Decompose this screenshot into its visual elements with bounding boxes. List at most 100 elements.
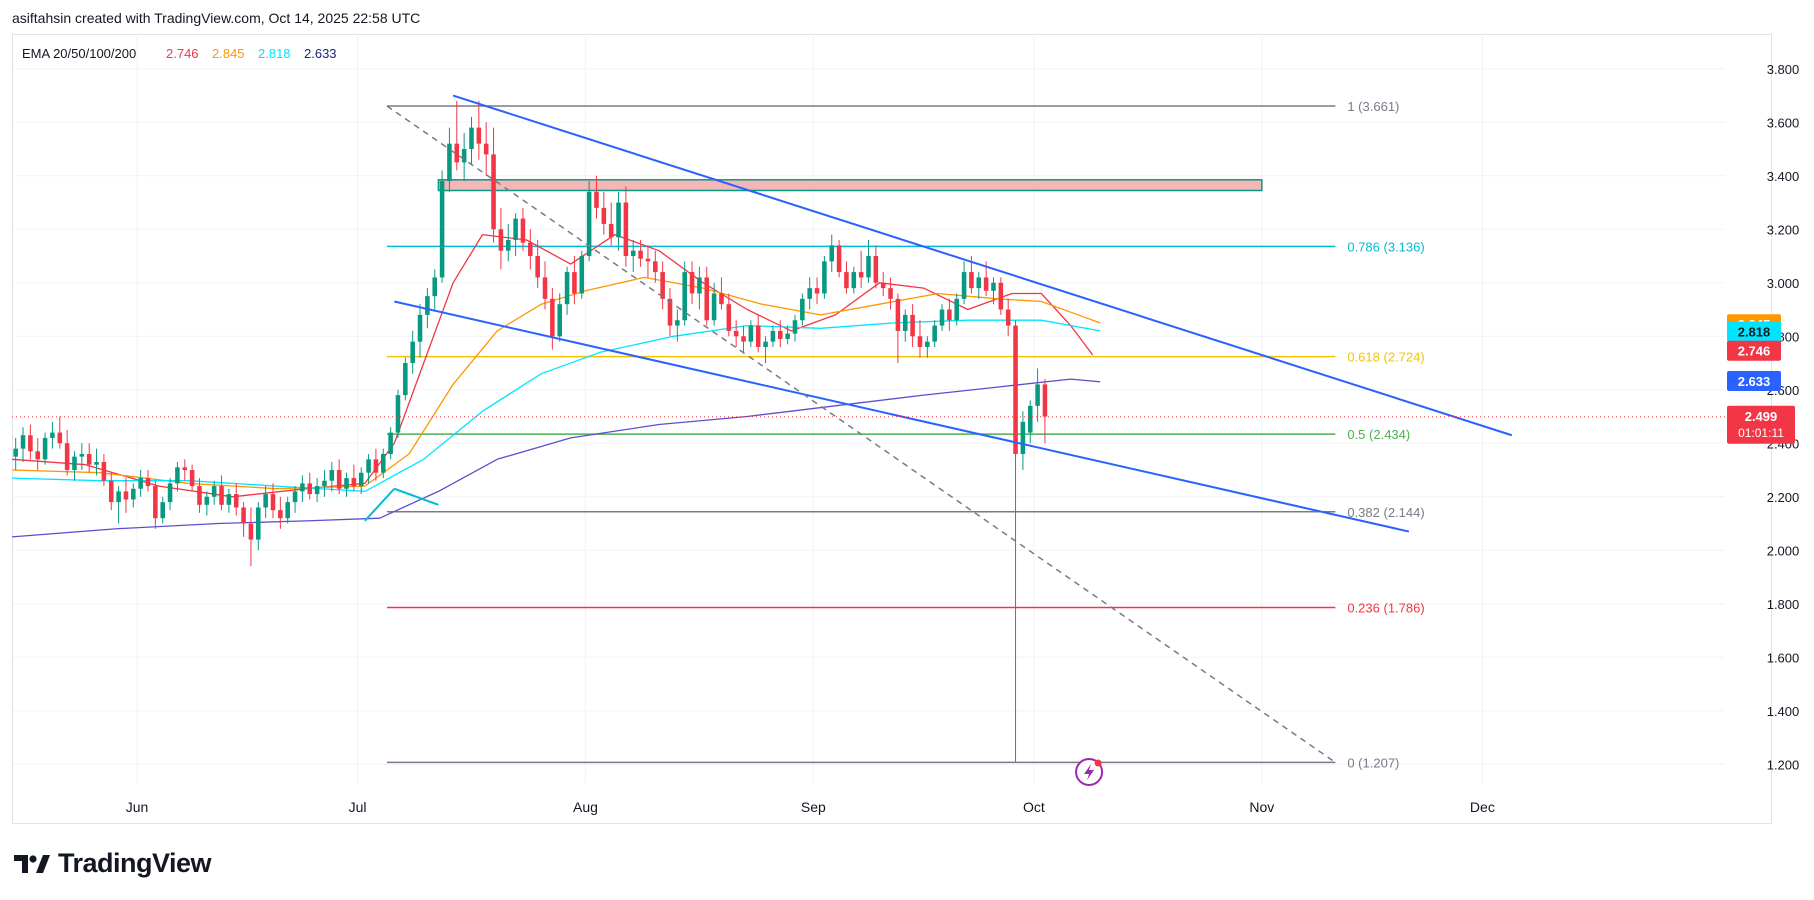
candle-body — [1013, 325, 1018, 454]
candle-body — [947, 309, 952, 321]
x-tick-label: Jul — [349, 799, 367, 815]
candle-body — [895, 298, 901, 331]
candle-body — [682, 272, 687, 321]
y-tick-label: 3.600 — [1767, 115, 1800, 130]
candle-body — [505, 239, 511, 251]
candle-body — [520, 218, 526, 243]
countdown-label: 01:01:11 — [1738, 426, 1784, 440]
grid — [12, 34, 1725, 783]
tradingview-wordmark: TradingView — [58, 848, 212, 878]
candle-body — [101, 462, 107, 481]
candle-body — [564, 272, 570, 305]
candle-body — [667, 298, 673, 326]
price-badge — [1727, 370, 1781, 391]
candle-body — [902, 314, 908, 331]
candle-body — [491, 154, 496, 230]
candle-body — [550, 298, 555, 337]
candle-body — [175, 467, 180, 484]
last-price-label: 2.499 — [1745, 409, 1778, 424]
price-badge-label: 2.818 — [1738, 324, 1771, 339]
candle-body — [153, 486, 158, 519]
trendlines — [12, 94, 1725, 764]
trendline-pivot-b — [393, 487, 439, 506]
candle-body — [20, 435, 26, 449]
tradingview-logo-icon — [14, 854, 50, 873]
candle-body — [645, 258, 651, 262]
candle-body — [285, 502, 290, 519]
ema20-line — [11, 233, 1094, 498]
candle-body — [991, 282, 996, 291]
candle-body — [704, 277, 710, 321]
candle-body — [792, 320, 798, 334]
price-badge-label: 2.633 — [1738, 374, 1771, 389]
candle-body — [594, 191, 599, 208]
resistance-zone-rect — [437, 179, 1263, 192]
candle-body — [689, 272, 695, 294]
candle-body — [167, 483, 173, 503]
candle-body — [969, 272, 974, 289]
candle-body — [770, 330, 776, 342]
candle-body — [1042, 384, 1048, 417]
price-badge-label: 2.746 — [1738, 344, 1771, 359]
candle-body — [925, 341, 930, 347]
x-tick-label: Dec — [1470, 799, 1495, 815]
y-tick-label: 1.200 — [1767, 757, 1800, 772]
candle-body — [653, 261, 658, 273]
candle-body — [719, 293, 724, 305]
candle-body — [79, 453, 85, 457]
candle-body — [300, 483, 305, 492]
candle-body — [858, 272, 864, 278]
notification-dot-icon — [1094, 759, 1102, 767]
fib-level-label: 0 (1.207) — [1347, 755, 1399, 770]
candle-body — [13, 448, 18, 457]
candle-body — [336, 470, 342, 489]
candle-body — [601, 207, 607, 224]
candle-body — [711, 293, 717, 321]
trendline-pivot-a — [364, 488, 396, 522]
candle-body — [542, 277, 548, 299]
ema-legend-value: 2.845 — [212, 46, 245, 61]
candle-body — [910, 314, 915, 337]
candle-body — [395, 395, 401, 433]
candle-body — [197, 486, 202, 505]
candle-body — [189, 470, 195, 487]
y-tick-label: 1.800 — [1767, 597, 1800, 612]
candle-body — [748, 325, 754, 342]
ema-legend: EMA 20/50/100/200 2.746 2.845 2.818 2.633 — [22, 46, 337, 61]
last-price-badge — [1727, 405, 1795, 444]
candle-body — [108, 480, 114, 503]
candle-body — [1027, 405, 1033, 433]
price-badge — [1727, 340, 1781, 361]
candle-body — [888, 288, 893, 299]
candle-body — [579, 256, 585, 294]
candle-body — [233, 494, 239, 508]
candle-body — [417, 314, 423, 342]
fib-level-label: 0.786 (3.136) — [1347, 239, 1424, 254]
candle-body — [248, 523, 254, 540]
candle-body — [829, 245, 835, 262]
candle-body — [182, 467, 188, 471]
y-tick-label: 2.200 — [1767, 490, 1800, 505]
candle-body — [476, 127, 482, 144]
candle-body — [28, 435, 33, 452]
candle-body — [608, 223, 614, 238]
candle-body — [572, 272, 577, 294]
candles — [13, 100, 1048, 762]
candle-body — [777, 330, 783, 339]
candle-body — [616, 202, 621, 238]
candle-body — [1035, 384, 1040, 406]
y-tick-label: 3.200 — [1767, 222, 1800, 237]
candle-body — [454, 143, 460, 163]
candle-body — [373, 459, 379, 473]
candle-body — [998, 282, 1004, 310]
candle-body — [814, 288, 820, 294]
candle-body — [630, 250, 636, 257]
ema100-line — [11, 319, 1101, 493]
candle-body — [344, 478, 349, 489]
candle-body — [763, 341, 768, 347]
x-tick-label: Oct — [1023, 799, 1045, 815]
fib-level-label: 0.618 (2.724) — [1347, 350, 1424, 365]
candle-body — [322, 480, 327, 487]
candle-body — [116, 491, 121, 503]
